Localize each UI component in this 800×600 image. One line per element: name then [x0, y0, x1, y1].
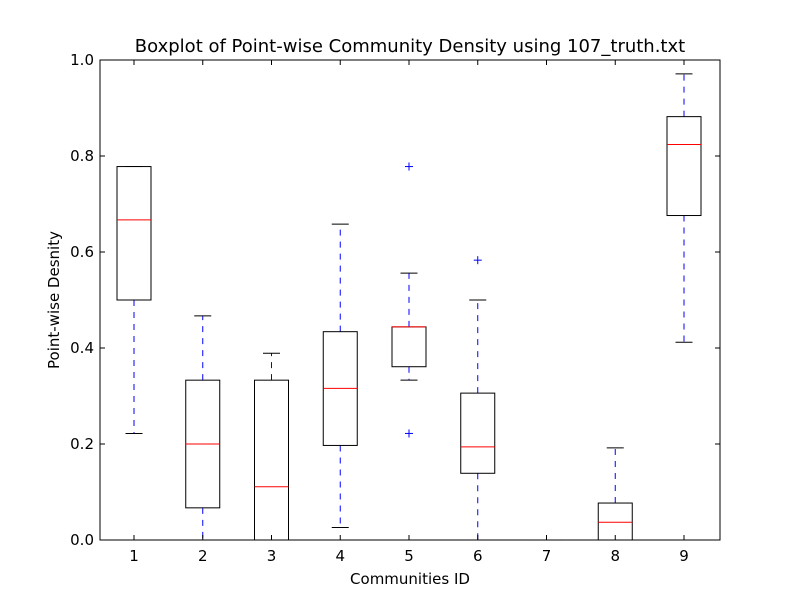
x-axis-label: Communities ID [350, 570, 470, 588]
x-tick-label: 9 [679, 547, 689, 565]
box-iqr [597, 502, 633, 541]
y-tick-label: 0.2 [70, 435, 94, 453]
chart-title: Boxplot of Point-wise Community Density … [135, 36, 685, 57]
x-tick-label: 4 [335, 547, 345, 565]
plot-frame [99, 59, 721, 541]
box-iqr [666, 116, 702, 217]
y-tick-label: 0.8 [70, 147, 94, 165]
outlier-marker [405, 429, 413, 438]
box-group-9 [666, 73, 702, 343]
outlier-marker [473, 256, 482, 265]
box-iqr [116, 166, 152, 301]
box-group-4 [322, 223, 358, 529]
box-group-2 [185, 315, 221, 541]
box-iqr [460, 392, 496, 474]
y-tick-label: 0.6 [70, 243, 94, 261]
y-tick-label: 1.0 [70, 51, 94, 69]
x-tick-label: 5 [404, 547, 414, 565]
ticks-layer: 1 2 3 4 5 6 7 8 9 0.0 0.2 0.4 0.6 0.8 1.0 [70, 51, 720, 565]
x-tick-label: 3 [267, 547, 277, 565]
y-tick-label: 0.0 [70, 531, 94, 549]
x-tick-label: 2 [198, 547, 208, 565]
outlier-marker [405, 162, 413, 171]
box-iqr [391, 326, 427, 368]
x-tick-label: 1 [129, 547, 139, 565]
box-group-6 [460, 256, 496, 541]
y-tick-label: 0.4 [70, 339, 94, 357]
box-group-5 [391, 162, 427, 438]
box-group-1 [116, 166, 152, 434]
x-tick-label: 7 [542, 547, 552, 565]
boxes-layer [116, 73, 702, 541]
box-group-3 [254, 352, 289, 541]
y-axis-label: Point-wise Desnity [45, 231, 63, 369]
x-tick-label: 8 [610, 547, 620, 565]
box-group-8 [597, 447, 633, 541]
x-tick-label: 6 [473, 547, 483, 565]
box-iqr [254, 379, 289, 541]
